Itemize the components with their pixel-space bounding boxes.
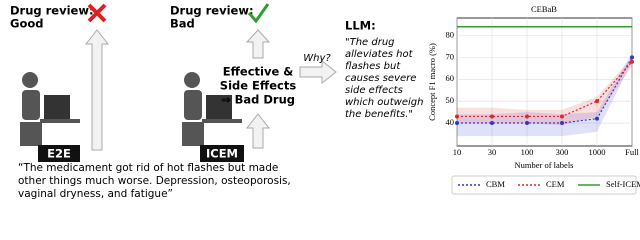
point [630, 59, 634, 64]
x-tick-label: Full [625, 147, 639, 157]
review-verdict: Good [10, 17, 43, 31]
figure: Drug review: Good Drug review: Bad E2E I… [10, 3, 640, 200]
right-arrow [299, 59, 337, 85]
point [525, 114, 529, 119]
chart-title: CEBaB [531, 4, 557, 14]
point [455, 114, 459, 119]
review-text: other things much worse. Depression, ost… [18, 175, 291, 187]
x-tick-label: 300 [556, 147, 569, 157]
y-tick-label: 70 [446, 51, 455, 61]
robot [182, 72, 242, 146]
legend [451, 175, 637, 195]
llm-text: side effects [345, 85, 403, 96]
legend-label: Self-ICEM [606, 179, 640, 189]
model-label: E2E [47, 147, 71, 161]
concept-text: ⇒ Bad Drug [221, 93, 295, 107]
series-line [457, 61, 633, 118]
llm-text: alleviates hot [345, 49, 414, 60]
page: Drug review: Good Drug review: Bad E2E I… [10, 3, 640, 200]
model-box [38, 145, 80, 162]
y-tick-label: 80 [446, 29, 455, 39]
point [490, 121, 494, 126]
model-box [200, 145, 244, 162]
review-text: “The medicament got rid of hot flashes b… [18, 162, 278, 174]
x-tick-label: 30 [488, 147, 497, 157]
llm-text: which outweigh [345, 97, 423, 108]
cross-icon [87, 3, 107, 23]
y-tick-label: 40 [446, 117, 455, 127]
up-arrow [245, 29, 271, 59]
error-band [457, 57, 632, 126]
up-arrow [84, 29, 110, 151]
llm-label: LLM: [345, 19, 376, 33]
point [455, 121, 459, 126]
y-tick-label: 60 [446, 73, 455, 83]
point [560, 121, 564, 126]
legend-label: CBM [486, 179, 505, 189]
llm-text: "The drug [345, 37, 395, 48]
concept-text: Effective & [223, 65, 294, 79]
y-axis-label: Concept F1 macro (%) [427, 43, 437, 121]
point [525, 121, 529, 126]
review-text: vaginal dryness, and fatigue” [18, 188, 173, 200]
concept-text: Side Effects [220, 79, 297, 93]
legend-label: CEM [546, 179, 565, 189]
error-band [457, 53, 632, 137]
x-tick-label: 1000 [589, 147, 606, 157]
llm-text: causes severe [345, 73, 416, 84]
x-tick-label: 10 [453, 147, 462, 157]
review-label: Drug review: [10, 4, 94, 18]
review-label: Drug review: [170, 4, 254, 18]
point [560, 114, 564, 119]
review-verdict: Bad [170, 17, 195, 31]
llm-text: the benefits." [345, 109, 413, 120]
robot [20, 72, 80, 146]
y-tick-label: 50 [446, 95, 455, 105]
point [595, 116, 599, 121]
model-label: ICEM [206, 147, 238, 161]
up-arrow [245, 113, 271, 149]
check-icon [247, 3, 270, 24]
x-tick-label: 100 [521, 147, 534, 157]
llm-text: flashes but [345, 61, 401, 72]
question: Why? [303, 53, 331, 64]
point [595, 99, 599, 104]
point [490, 114, 494, 119]
x-axis-label: Number of labels [514, 160, 573, 170]
series-line [457, 57, 633, 124]
point [630, 55, 634, 60]
